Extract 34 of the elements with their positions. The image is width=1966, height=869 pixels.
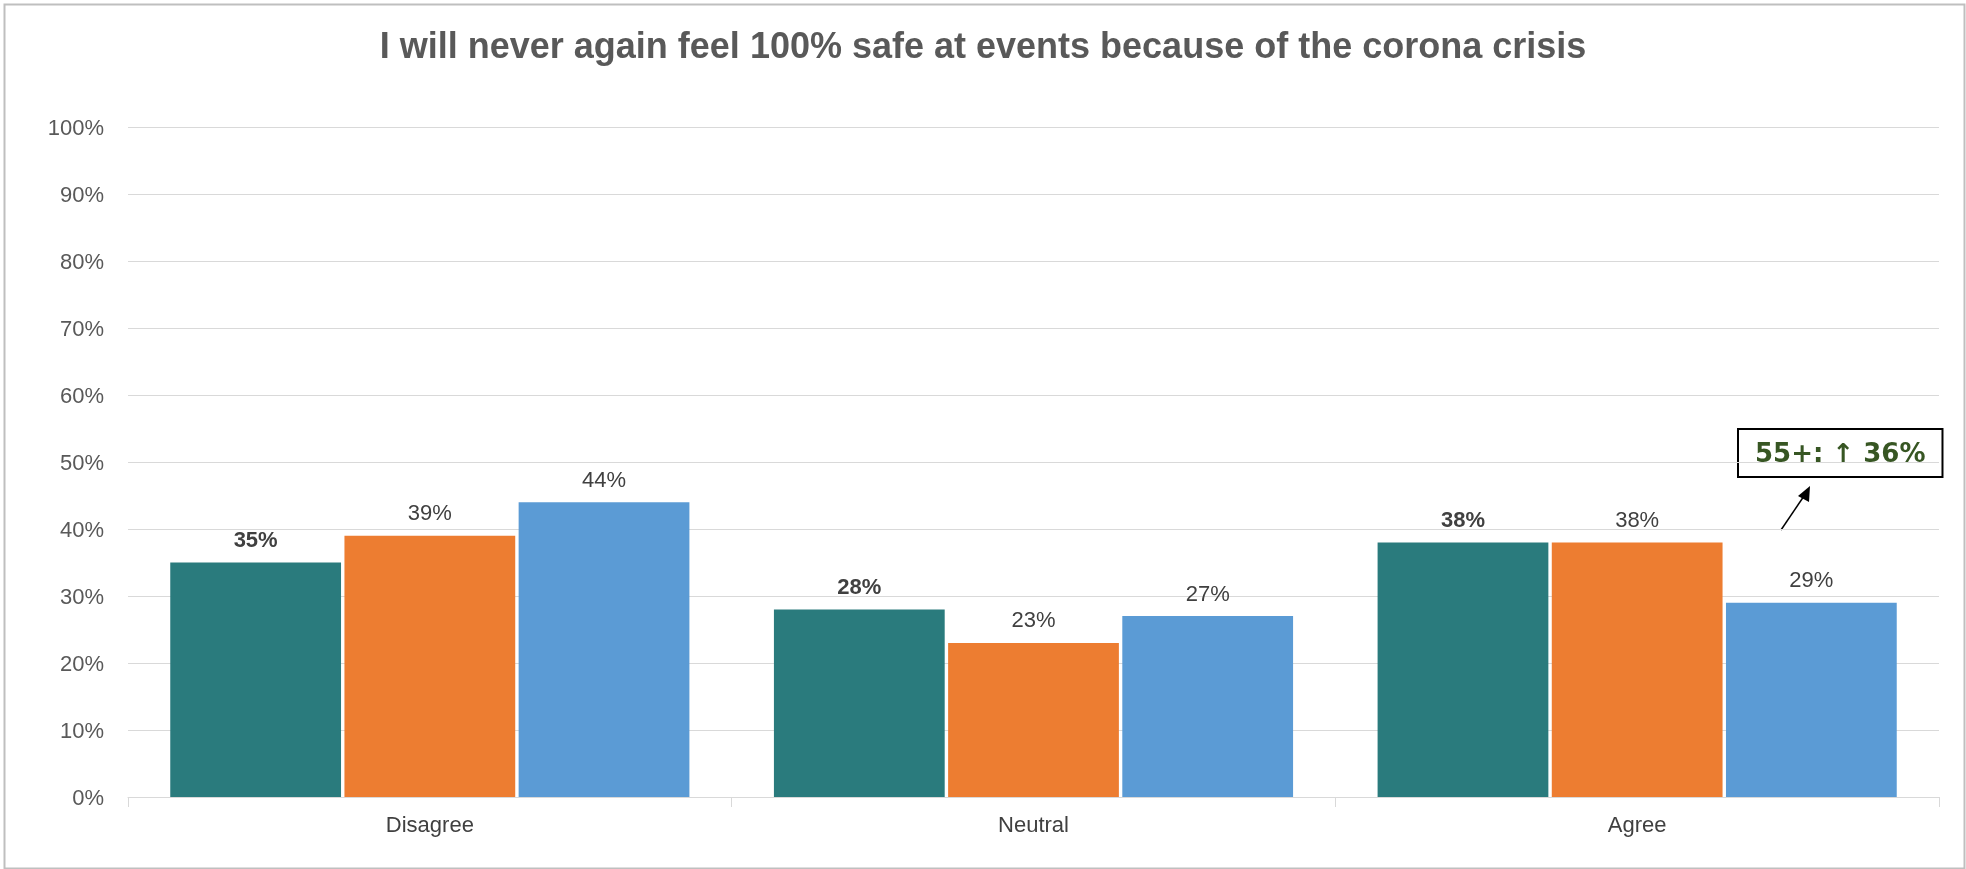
y-tick-label: 50% — [59, 449, 104, 475]
x-tick-label: Disagree — [385, 811, 474, 837]
chart-title: I will never again feel 100% safe at events because of the corona crisis — [379, 24, 1587, 66]
x-tick-label: Agree — [1607, 811, 1667, 837]
text: 27% — [1185, 580, 1230, 606]
bar — [344, 535, 516, 797]
bar — [948, 642, 1119, 797]
text: 44% — [582, 466, 627, 492]
text: 35% — [233, 527, 278, 552]
y-tick-label: 80% — [59, 248, 104, 274]
text: 38% — [1615, 506, 1660, 532]
y-tick-label: 30% — [59, 583, 104, 609]
y-tick-label: 0% — [72, 784, 104, 810]
annotation: 55+: ↑ 36% — [1755, 438, 1926, 468]
x-tick-label: Neutral — [998, 811, 1069, 837]
y-tick-label: 40% — [59, 516, 104, 542]
y-tick-label: 20% — [59, 650, 104, 676]
bar — [1551, 542, 1723, 797]
text: 28% — [837, 573, 882, 599]
bar — [170, 562, 342, 797]
bar — [1122, 616, 1294, 797]
text: 39% — [407, 500, 452, 526]
text: 38% — [1440, 506, 1485, 532]
y-tick-label: 60% — [59, 382, 104, 408]
y-tick-label: 10% — [59, 717, 104, 743]
bar — [518, 502, 690, 797]
bar — [1377, 542, 1549, 797]
bar — [773, 609, 945, 797]
y-tick-label: 100% — [47, 114, 104, 140]
y-tick-label: 90% — [59, 181, 104, 207]
text: 29% — [1789, 567, 1834, 593]
y-tick-label: 70% — [59, 315, 104, 341]
bar — [1725, 602, 1897, 797]
text: 23% — [1011, 607, 1056, 633]
